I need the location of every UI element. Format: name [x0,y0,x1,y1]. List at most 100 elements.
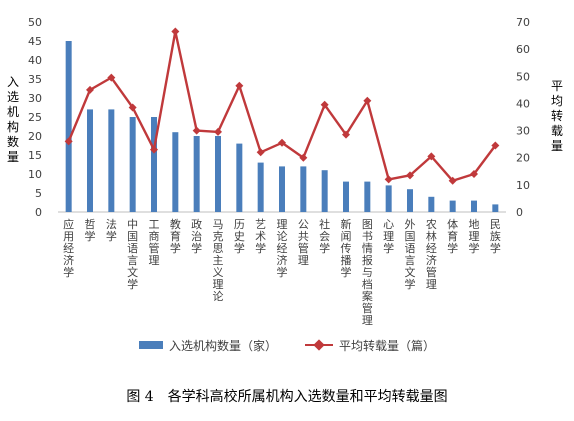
category-label-char: 学 [277,265,288,279]
line-point [427,152,436,161]
category-label-char: 艺 [255,218,266,231]
category-label-char: 新 [341,217,352,231]
category-label-char: 政 [191,217,202,231]
category-label-char: 术 [255,230,266,243]
category-label-char: 理 [383,230,394,243]
y-left-tick-label: 25 [28,111,42,124]
category-label: 心理学 [383,218,394,255]
category-label-char: 学 [447,241,458,255]
bar [87,109,93,212]
category-label-char: 学 [341,265,352,279]
category-label-char: 语 [127,242,138,255]
y-right-tick-label: 10 [516,179,530,192]
category-label-char: 图 [362,218,373,231]
category-label-char: 民 [490,218,501,231]
category-label-char: 义 [213,266,224,279]
category-label-char: 案 [362,289,373,303]
y-left-tick-label: 30 [28,92,42,105]
line-point [470,170,478,178]
category-label-char: 经 [426,242,437,255]
legend-label-line: 平均转载量（篇） [339,338,436,353]
category-label-char: 情 [362,242,373,255]
bar [279,166,285,212]
category-label-char: 克 [213,230,224,243]
category-label: 哲学 [85,218,96,243]
category-label-char: 论 [277,229,288,243]
category-label-char: 主 [213,254,224,267]
category-label: 艺术学 [255,218,266,255]
line-point [320,100,329,109]
category-label-char: 学 [191,241,202,255]
category-label-char: 教 [170,218,181,231]
category-label-char: 体 [447,217,458,231]
category-label-char: 族 [490,229,501,243]
line-point [406,171,414,180]
category-label-char: 心 [383,218,394,231]
bar-series [65,41,499,212]
legend-item-bars: 入选机构数量（家） [138,337,277,354]
category-label-char: 学 [234,241,245,255]
line-point [107,73,116,82]
bar [193,136,200,212]
category-label-char: 档 [362,277,373,291]
category-label-char: 育 [447,229,458,243]
legend-bar-swatch [138,341,163,349]
category-label-char: 济 [426,253,437,267]
legend: 入选机构数量（家） 平均转载量（篇） [0,334,574,356]
category-label-char: 哲 [85,218,96,231]
figure-caption: 图 4 各学科高校所属机构入选数量和平均转载量图 [126,389,448,405]
category-label-char: 治 [191,229,202,243]
bar [321,170,328,212]
category-label-char: 学 [469,241,480,255]
category-label-char: 育 [170,229,181,243]
category-label-char: 法 [106,217,117,231]
line-point [491,141,500,150]
category-label-char: 济 [277,253,288,267]
category-label-char: 经 [277,242,288,255]
y-right-tick-label: 70 [516,16,530,29]
category-label-char: 学 [127,277,138,291]
y-left-axis-title-char: 入 [7,75,19,89]
y-left-axis-title-char: 构 [7,119,19,134]
line-point [214,127,222,136]
category-label-char: 学 [170,241,181,255]
category-label-char: 用 [63,230,74,243]
category-label-char: 济 [63,253,74,267]
category-label: 法学 [106,217,117,243]
category-label-char: 学 [383,241,394,255]
bar [407,189,413,212]
chart-axes: 0 5 10 15 20 25 30 35 40 45 50 0 10 20 30 40 50 60 70 入选机构数… [7,16,563,219]
y-left-tick-label: 45 [28,35,42,48]
category-label-char: 理 [362,314,373,327]
line-point [235,81,244,90]
y-left-tick-label: 10 [28,168,42,181]
legend-label-bars: 入选机构数量（家） [168,338,277,353]
y-left-tick-label: 5 [35,187,42,200]
category-label-char: 传 [341,242,352,255]
category-label-char: 学 [106,229,117,243]
category-label-char: 商 [149,229,160,243]
line-series [64,27,500,185]
category-label-char: 林 [426,229,437,243]
category-label-char: 学 [63,265,74,279]
category-label-char: 农 [426,217,437,231]
y-right-tick-label: 40 [516,97,530,110]
category-label: 民族学 [490,218,501,255]
y-left-axis-title-char: 选 [7,90,19,104]
category-label-char: 应 [63,217,74,231]
legend-item-line: 平均转载量（篇） [305,337,435,354]
bar [364,181,371,212]
category-label-char: 学 [85,229,96,243]
category-label-char: 管 [426,265,437,279]
y-right-axis-title-char: 转 [551,108,563,123]
line-point [448,176,457,185]
bar [65,41,72,212]
category-label-char: 论 [213,289,224,303]
bar [300,166,307,212]
category-label-char: 史 [234,230,245,243]
